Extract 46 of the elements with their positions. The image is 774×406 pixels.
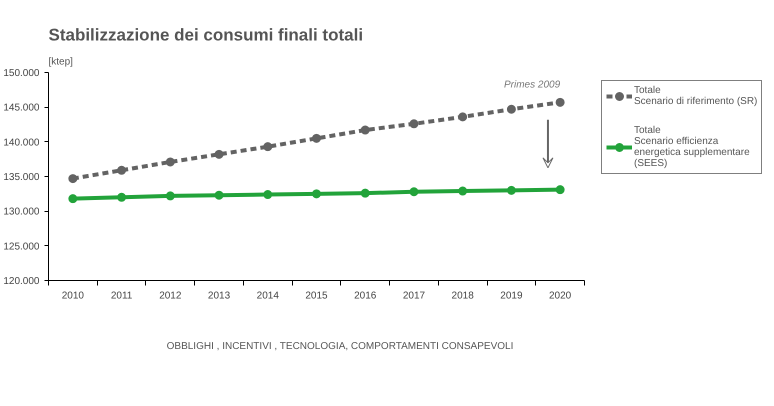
- x-tick-label: 2014: [256, 290, 280, 302]
- point: [263, 142, 272, 152]
- point: [68, 174, 78, 184]
- point: [166, 191, 175, 200]
- point: [68, 194, 78, 204]
- point: [556, 185, 565, 194]
- y-axis-title: [ktep]: [48, 56, 74, 68]
- x-tick-label: 2020: [549, 290, 572, 302]
- point: [458, 112, 468, 122]
- point: [409, 119, 418, 128]
- point: [117, 166, 126, 175]
- y-tick-label: 140.000: [3, 137, 40, 148]
- point: [458, 186, 468, 196]
- point: [506, 186, 516, 195]
- x-tick-label: 2010: [62, 290, 84, 302]
- x-tick-label: 2012: [159, 290, 182, 302]
- x-tick-label: 2017: [402, 290, 426, 302]
- y-tick-label: 135.000: [3, 172, 40, 183]
- point: [409, 187, 418, 196]
- x-tick-label: 2013: [208, 290, 231, 302]
- x-tick-label: 2011: [110, 290, 133, 302]
- point: [312, 134, 321, 143]
- point: [312, 189, 321, 198]
- y-tick-label: 125.000: [3, 241, 40, 252]
- x-tick-label: 2015: [305, 290, 328, 302]
- chart-title: Stabilizzazione dei consumi finali totali: [48, 26, 364, 44]
- x-tick-label: 2018: [452, 290, 474, 302]
- y-tick-label: 130.000: [3, 206, 40, 218]
- annotation: Primes 2009: [504, 79, 561, 90]
- point: [506, 104, 516, 114]
- y-tick-label: 120.000: [3, 276, 40, 287]
- point: [360, 126, 370, 135]
- point: [556, 98, 565, 107]
- point: [263, 190, 272, 200]
- y-tick-label: 145.000: [3, 102, 40, 114]
- x-tick-label: 2019: [500, 290, 523, 302]
- legend-label: Totale Scenario di riferimento (SR): [634, 85, 758, 107]
- point: [214, 150, 224, 159]
- x-tick-label: 2016: [354, 290, 377, 302]
- y-tick-label: 150.000: [3, 68, 40, 79]
- text: OBBLIGHI , INCENTIVI , TECNOLOGIA, COMPORTAMENTI CONSAPEVOLI: [166, 340, 514, 354]
- legend-label: Totale Scenario efficienza energetica supplementare (SEES): [634, 125, 750, 169]
- point: [117, 192, 126, 202]
- point: [360, 188, 370, 198]
- point: [214, 190, 224, 200]
- point: [166, 157, 175, 166]
